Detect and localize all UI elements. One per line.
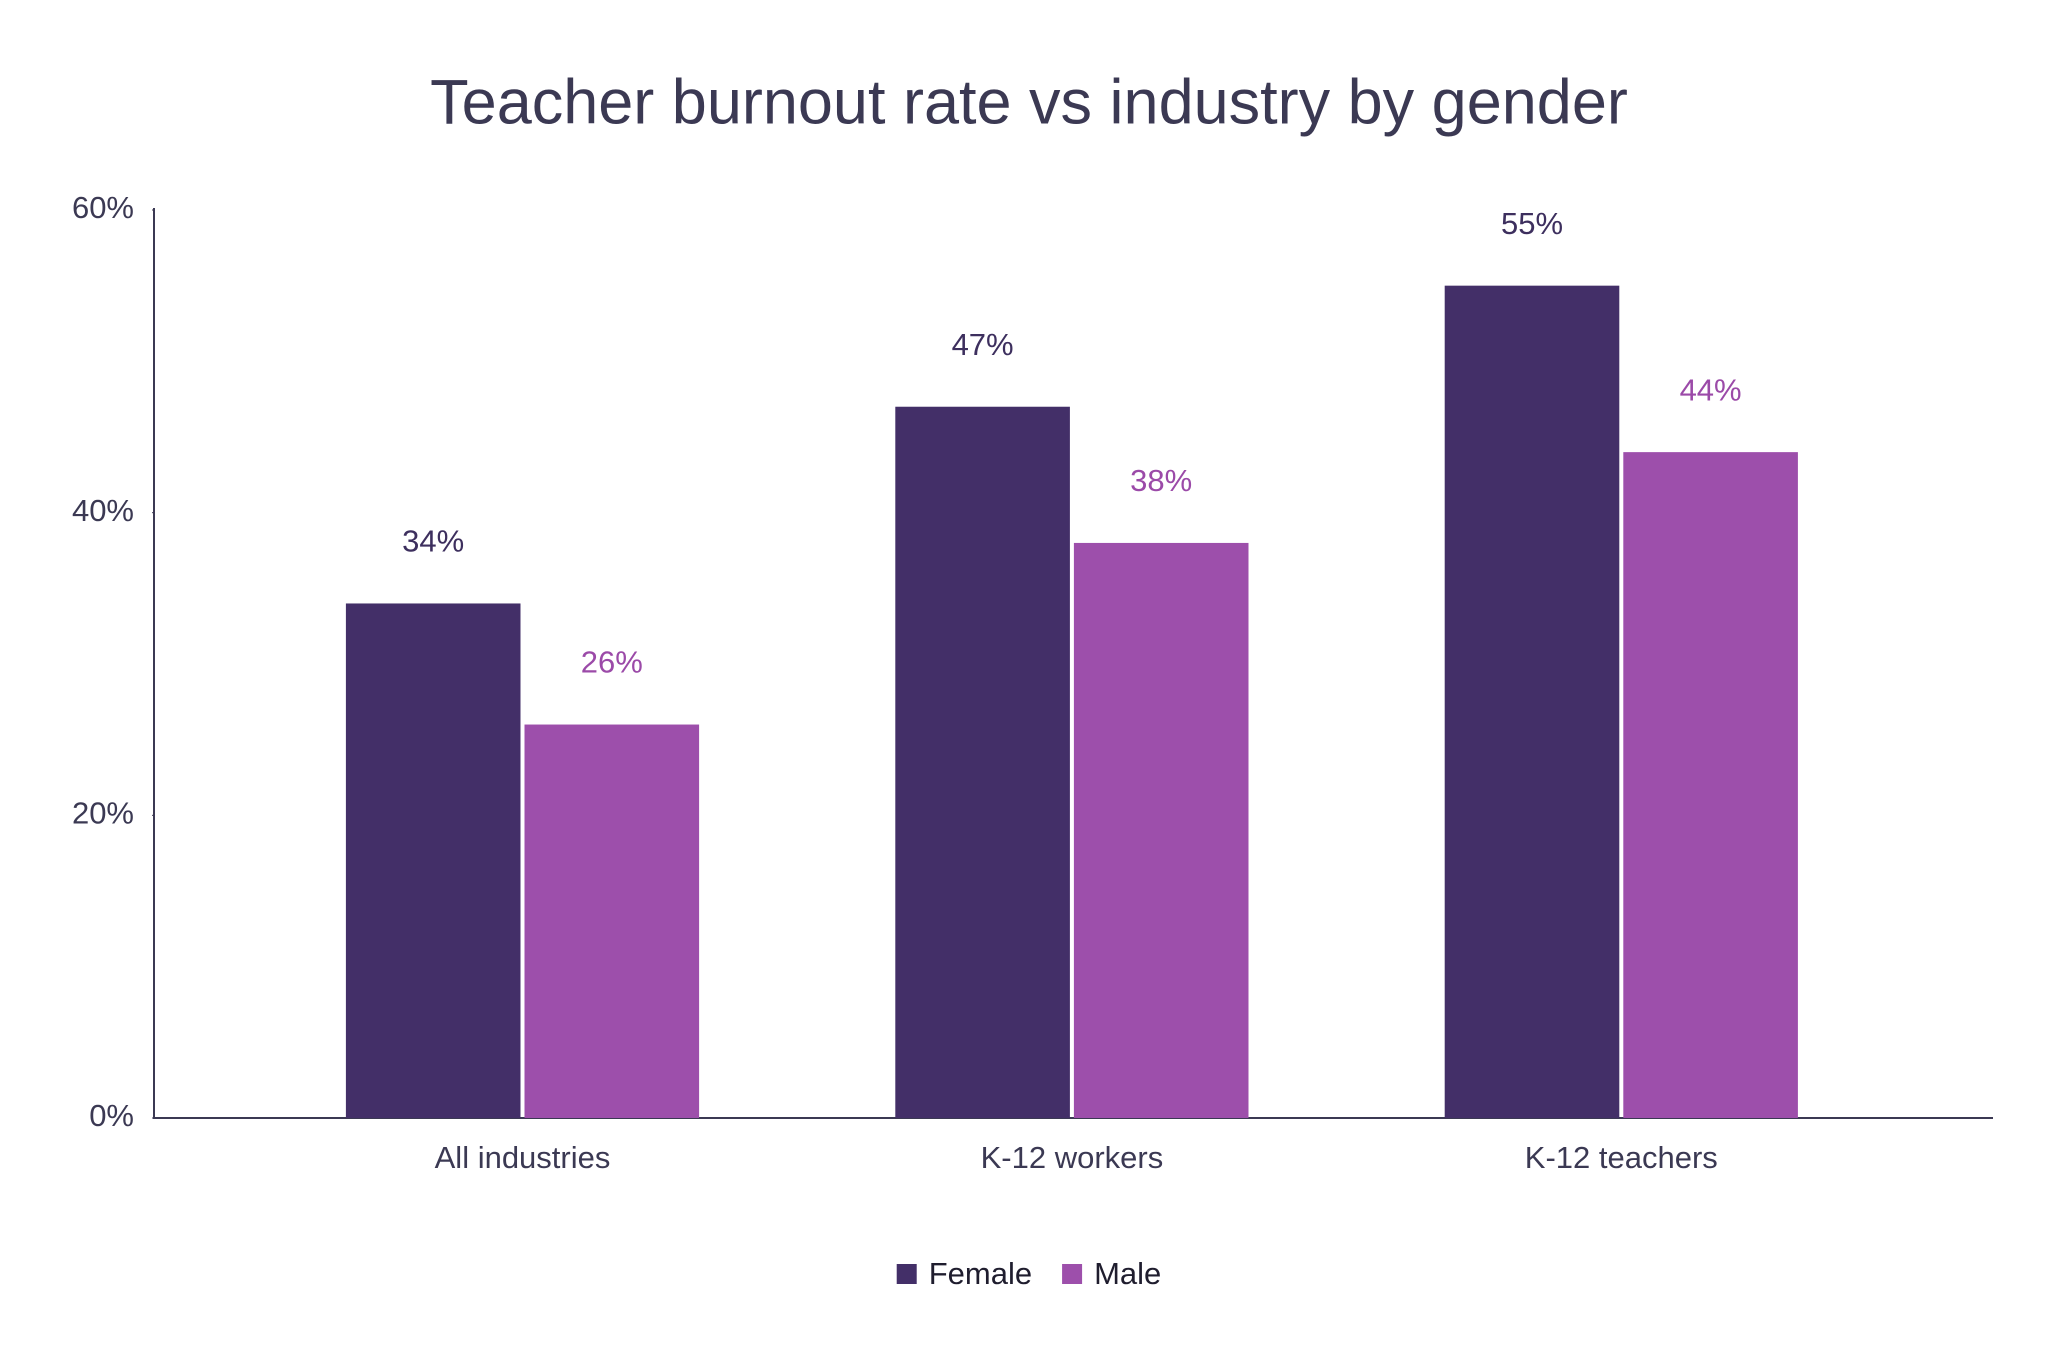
bar	[895, 406, 1070, 1118]
value-label: 55%	[1501, 206, 1563, 241]
value-label: 34%	[402, 524, 464, 559]
legend-label: Female	[929, 1256, 1032, 1291]
value-label: 26%	[581, 645, 643, 680]
x-tick-label: All industries	[435, 1140, 611, 1175]
x-tick-label: K-12 teachers	[1525, 1140, 1718, 1175]
bar	[1444, 285, 1620, 1119]
value-label: 38%	[1130, 463, 1192, 498]
y-tick-label: 0%	[89, 1098, 134, 1133]
y-tick-label: 60%	[72, 190, 134, 225]
chart-title: Teacher burnout rate vs industry by gend…	[430, 68, 1628, 138]
bar	[345, 603, 521, 1118]
bar	[1073, 542, 1249, 1118]
legend-swatch	[896, 1264, 917, 1284]
bar	[524, 724, 700, 1118]
legend-label: Male	[1094, 1256, 1161, 1291]
value-label: 44%	[1680, 372, 1742, 407]
bar	[1623, 452, 1798, 1119]
x-tick-label: K-12 workers	[981, 1140, 1164, 1175]
legend-swatch	[1062, 1264, 1083, 1284]
y-tick-label: 40%	[72, 493, 134, 528]
y-tick-label: 20%	[72, 796, 134, 831]
value-label: 47%	[952, 327, 1014, 362]
